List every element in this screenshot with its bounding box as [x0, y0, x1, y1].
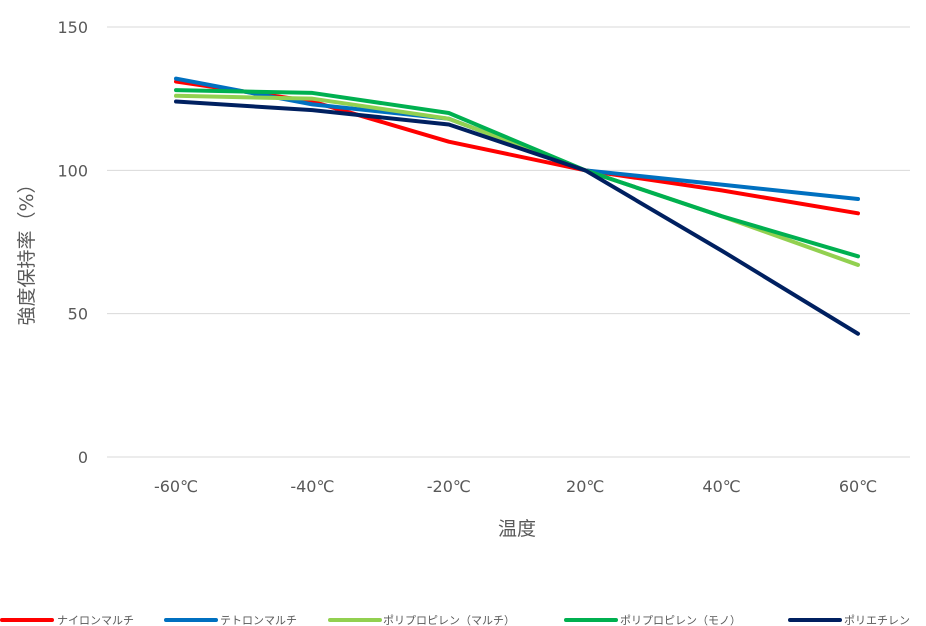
- series-line-4: [174, 99, 860, 336]
- legend-label: ナイロンマルチ: [57, 614, 134, 626]
- x-tick-label: -20℃: [427, 477, 471, 496]
- x-tick-label: 40℃: [702, 477, 740, 496]
- x-tick-label: -60℃: [154, 477, 198, 496]
- legend-label: ポリプロピレン（マルチ）: [383, 614, 515, 626]
- y-axis-ticks: 0 50 100 150: [57, 18, 88, 467]
- legend-label: ポリエチレン: [844, 614, 910, 626]
- legend-label: ポリプロピレン（モノ）: [620, 614, 741, 626]
- series-line-2: [174, 93, 860, 267]
- y-tick-label: 50: [68, 305, 88, 324]
- y-tick-label: 0: [78, 448, 88, 467]
- legend-label: テトロンマルチ: [220, 614, 297, 626]
- y-tick-label: 100: [57, 161, 88, 180]
- x-tick-label: 60℃: [839, 477, 877, 496]
- gridlines: [107, 26, 910, 458]
- y-axis-title: 強度保持率（%）: [16, 174, 38, 325]
- series-lines: [174, 76, 860, 336]
- x-tick-label: -40℃: [290, 477, 334, 496]
- x-axis-ticks: -60℃ -40℃ -20℃ 20℃ 40℃ 60℃: [154, 477, 877, 496]
- x-tick-label: 20℃: [566, 477, 604, 496]
- series-line-3: [174, 88, 860, 259]
- y-tick-label: 150: [57, 18, 88, 37]
- x-axis-title: 温度: [498, 518, 536, 540]
- legend: ナイロンマルチ テトロンマルチ ポリプロピレン（マルチ） ポリプロピレン（モノ） ポリエ…: [0, 614, 910, 626]
